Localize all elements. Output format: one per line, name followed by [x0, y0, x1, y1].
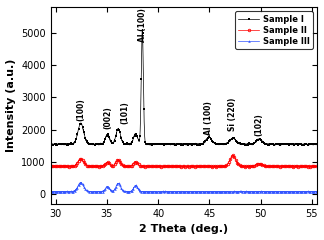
Sample I	[140, 28, 144, 31]
Sample III	[162, 190, 166, 193]
Sample I	[95, 142, 99, 145]
Sample I	[310, 143, 314, 146]
Sample II	[310, 165, 314, 168]
Sample I	[79, 122, 83, 125]
Text: (101): (101)	[120, 102, 129, 124]
X-axis label: 2 Theta (deg.): 2 Theta (deg.)	[139, 224, 228, 234]
Text: (100): (100)	[76, 98, 85, 121]
Sample I	[315, 143, 319, 146]
Text: Si (220): Si (220)	[228, 97, 237, 131]
Text: Al (100): Al (100)	[138, 8, 147, 42]
Sample II	[151, 165, 155, 168]
Sample III	[170, 191, 174, 194]
Sample I	[49, 142, 52, 145]
Sample I	[179, 144, 182, 147]
Sample I	[162, 143, 166, 146]
Sample III	[95, 190, 99, 193]
Line: Sample I: Sample I	[49, 28, 318, 147]
Sample II	[231, 154, 235, 157]
Sample III	[151, 190, 155, 193]
Sample II	[179, 165, 183, 168]
Line: Sample II: Sample II	[49, 154, 318, 168]
Line: Sample III: Sample III	[49, 181, 318, 193]
Sample III	[49, 190, 52, 193]
Sample II	[162, 165, 166, 168]
Sample III	[315, 190, 319, 193]
Sample III	[79, 181, 83, 184]
Text: Al (100): Al (100)	[204, 101, 214, 135]
Sample III	[281, 191, 285, 193]
Sample I	[151, 143, 155, 146]
Text: (102): (102)	[255, 114, 264, 136]
Sample II	[79, 158, 83, 161]
Sample II	[95, 165, 99, 168]
Legend: Sample I, Sample II, Sample III: Sample I, Sample II, Sample III	[235, 11, 313, 49]
Sample II	[281, 165, 285, 168]
Sample III	[79, 181, 83, 184]
Sample II	[315, 165, 319, 168]
Y-axis label: Intensity (a.u.): Intensity (a.u.)	[6, 59, 16, 152]
Sample II	[49, 165, 52, 168]
Sample I	[281, 143, 285, 146]
Sample III	[310, 190, 314, 193]
Text: (002): (002)	[103, 106, 112, 129]
